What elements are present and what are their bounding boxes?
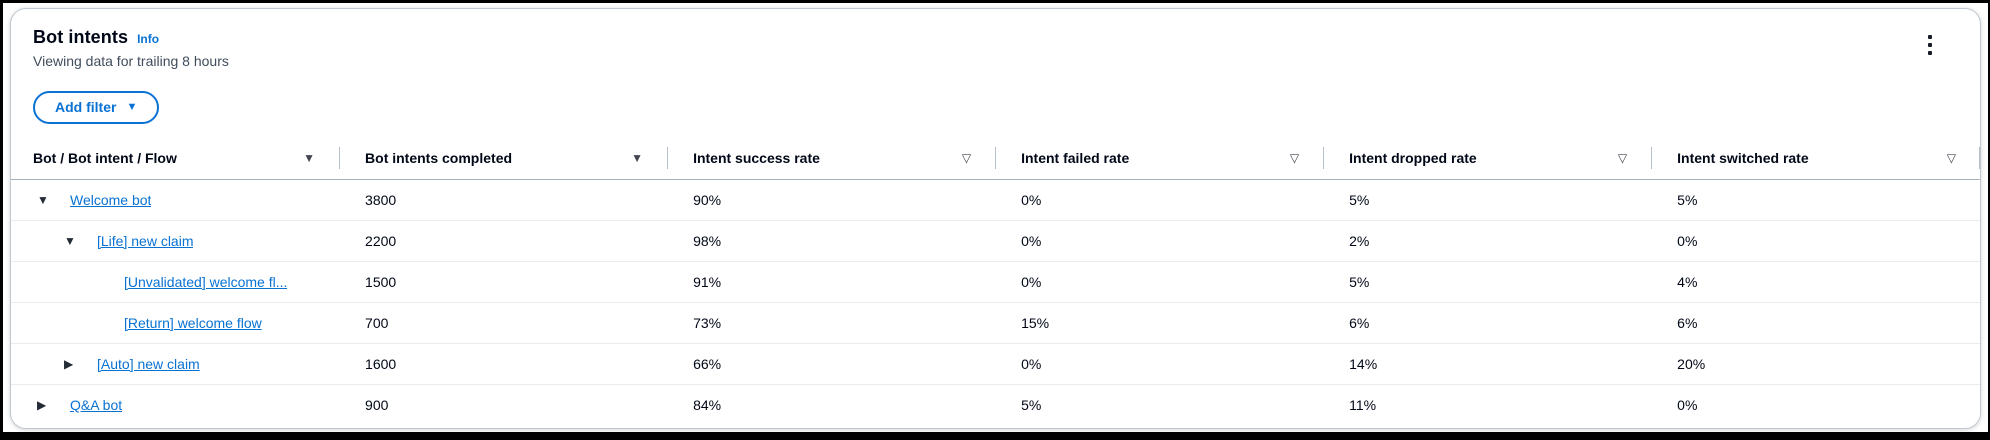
table-row: ▼ Welcome bot 3800 90% 0% 5% 5%	[11, 179, 1980, 221]
switched-rate-value: 20%	[1651, 343, 1980, 385]
filter-icon[interactable]: ▽	[961, 150, 972, 165]
success-rate-value: 66%	[667, 343, 996, 385]
column-header-label: Intent dropped rate	[1349, 149, 1477, 166]
filter-icon[interactable]: ▽	[1289, 150, 1300, 165]
title-row: Bot intents Info	[33, 27, 229, 48]
chevron-down-icon: ▼	[126, 100, 138, 113]
failed-rate-value: 0%	[995, 343, 1324, 385]
completed-value: 2200	[339, 220, 668, 262]
kebab-menu-button[interactable]	[1920, 29, 1940, 61]
vertical-ellipsis-icon	[1928, 43, 1932, 47]
panel-header: Bot intents Info Viewing data for traili…	[11, 27, 1980, 69]
filter-icon[interactable]: ▽	[1946, 150, 1956, 165]
column-header-label: Intent success rate	[693, 149, 820, 166]
dropped-rate-value: 5%	[1323, 261, 1652, 303]
column-header-label: Bot intents completed	[365, 149, 513, 166]
success-rate-value: 84%	[693, 396, 722, 413]
expand-toggle-icon[interactable]: ▼	[37, 192, 49, 207]
vertical-ellipsis-icon	[1928, 51, 1932, 55]
column-header-bot-intent-flow: Bot / Bot intent / Flow ▼	[11, 137, 340, 180]
switched-rate-value: 4%	[1651, 261, 1980, 303]
expand-toggle-icon[interactable]: ▶	[64, 356, 74, 371]
switched-rate-value: 6%	[1651, 302, 1980, 344]
bot-intents-table: Bot / Bot intent / Flow ▼ Bot intents co…	[11, 137, 1980, 425]
page-background: Bot intents Info Viewing data for traili…	[3, 3, 1988, 432]
add-filter-button[interactable]: Add filter ▼	[33, 91, 160, 124]
flow-link[interactable]: [Return] welcome flow	[124, 314, 262, 331]
completed-value: 1500	[339, 261, 668, 303]
failed-rate-value: 0%	[995, 220, 1324, 262]
column-header-label: Intent failed rate	[1021, 149, 1130, 166]
failed-rate-value: 5%	[1021, 396, 1042, 413]
page-title: Bot intents	[33, 27, 129, 47]
bot-intents-panel: Bot intents Info Viewing data for traili…	[10, 8, 1981, 429]
bot-intent-link[interactable]: [Auto] new claim	[97, 355, 200, 372]
failed-rate-value: 0%	[995, 179, 1324, 221]
flow-link[interactable]: [Unvalidated] welcome fl...	[124, 273, 288, 290]
completed-value: 700	[339, 302, 668, 344]
table-row: ▶ [Auto] new claim 1600 66% 0% 14% 20%	[11, 343, 1980, 385]
success-rate-value: 98%	[667, 220, 996, 262]
column-header-intent-dropped-rate: Intent dropped rate ▽	[1323, 137, 1652, 180]
column-header-label: Intent switched rate	[1677, 149, 1809, 166]
completed-value: 3800	[339, 179, 668, 221]
dropped-rate-value: 2%	[1323, 220, 1652, 262]
failed-rate-value: 15%	[995, 302, 1324, 344]
table-header-row: Bot / Bot intent / Flow ▼ Bot intents co…	[11, 137, 1980, 180]
add-filter-label: Add filter	[55, 99, 117, 115]
success-rate-value: 90%	[667, 179, 996, 221]
switched-rate-value: 0%	[1651, 220, 1980, 262]
filter-icon[interactable]: ▼	[303, 150, 316, 165]
column-header-bot-intents-completed: Bot intents completed ▼	[339, 137, 668, 180]
column-header-intent-switched-rate: Intent switched rate ▽	[1651, 137, 1980, 180]
column-header-intent-failed-rate: Intent failed rate ▽	[995, 137, 1324, 180]
table-row: [Unvalidated] welcome fl... 1500 91% 0% …	[11, 261, 1980, 303]
info-link[interactable]: Info	[137, 32, 160, 46]
column-header-label: Bot / Bot intent / Flow	[33, 149, 177, 166]
dropped-rate-value: 6%	[1323, 302, 1652, 344]
table-row: ▼ [Life] new claim 2200 98% 0% 2% 0%	[11, 220, 1980, 262]
dropped-rate-value: 5%	[1323, 179, 1652, 221]
completed-value: 1600	[339, 343, 668, 385]
dropped-rate-value: 14%	[1323, 343, 1652, 385]
table-row: [Return] welcome flow 700 73% 15% 6% 6%	[11, 302, 1980, 344]
viewing-period-text: Viewing data for trailing 8 hours	[33, 53, 229, 69]
failed-rate-value: 0%	[995, 261, 1324, 303]
table-row: ▶ Q&A bot 900 84% 5% 11% 0%	[11, 384, 1980, 425]
bot-link[interactable]: Q&A bot	[70, 396, 123, 413]
switched-rate-value: 0%	[1677, 396, 1698, 413]
expand-toggle-icon[interactable]: ▶	[37, 397, 47, 412]
expand-toggle-icon[interactable]: ▼	[64, 233, 76, 248]
vertical-ellipsis-icon	[1928, 35, 1932, 39]
success-rate-value: 91%	[667, 261, 996, 303]
success-rate-value: 73%	[667, 302, 996, 344]
filter-icon[interactable]: ▼	[631, 150, 644, 165]
filter-icon[interactable]: ▽	[1617, 150, 1628, 165]
dropped-rate-value: 11%	[1349, 396, 1377, 413]
bot-link[interactable]: Welcome bot	[70, 191, 152, 208]
completed-value: 900	[365, 396, 389, 413]
column-header-intent-success-rate: Intent success rate ▽	[667, 137, 996, 180]
bot-intent-link[interactable]: [Life] new claim	[97, 232, 194, 249]
switched-rate-value: 5%	[1651, 179, 1980, 221]
